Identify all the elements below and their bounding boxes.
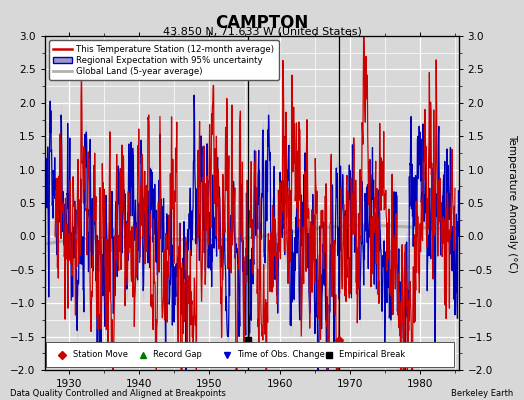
Y-axis label: Temperature Anomaly (°C): Temperature Anomaly (°C) [507, 134, 517, 272]
Text: Empirical Break: Empirical Break [339, 350, 406, 359]
Text: Station Move: Station Move [73, 350, 128, 359]
Bar [46, 342, 454, 367]
Text: 43.850 N, 71.633 W (United States): 43.850 N, 71.633 W (United States) [162, 26, 362, 36]
Text: Data Quality Controlled and Aligned at Breakpoints: Data Quality Controlled and Aligned at B… [10, 389, 226, 398]
Text: Record Gap: Record Gap [154, 350, 202, 359]
Text: Time of Obs. Change: Time of Obs. Change [237, 350, 325, 359]
Text: Berkeley Earth: Berkeley Earth [451, 389, 514, 398]
Text: CAMPTON: CAMPTON [215, 14, 309, 32]
Legend: This Temperature Station (12-month average), Regional Expectation with 95% uncer: This Temperature Station (12-month avera… [49, 40, 279, 80]
